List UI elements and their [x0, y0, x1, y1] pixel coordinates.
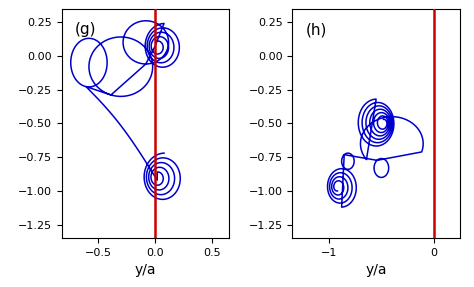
- X-axis label: y/a: y/a: [365, 263, 387, 278]
- X-axis label: y/a: y/a: [135, 263, 156, 278]
- Text: (g): (g): [75, 22, 97, 37]
- Text: (h): (h): [306, 22, 327, 37]
